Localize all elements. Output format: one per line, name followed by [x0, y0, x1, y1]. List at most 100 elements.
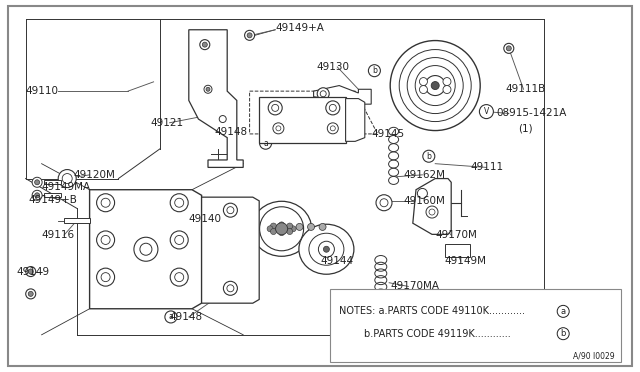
- Circle shape: [423, 150, 435, 162]
- Circle shape: [247, 33, 252, 38]
- Text: 49149: 49149: [16, 267, 49, 276]
- Circle shape: [504, 44, 514, 53]
- Text: 08915-1421A: 08915-1421A: [496, 109, 566, 118]
- Text: 49116: 49116: [42, 230, 75, 240]
- Polygon shape: [346, 99, 365, 141]
- Circle shape: [223, 203, 237, 217]
- Circle shape: [58, 170, 76, 187]
- Circle shape: [319, 241, 334, 257]
- Circle shape: [399, 49, 471, 122]
- Circle shape: [287, 228, 292, 234]
- Circle shape: [278, 222, 285, 228]
- Text: 49140: 49140: [189, 215, 222, 224]
- Circle shape: [35, 180, 40, 185]
- Circle shape: [276, 126, 281, 131]
- Circle shape: [175, 198, 184, 207]
- Circle shape: [330, 105, 336, 111]
- Circle shape: [26, 267, 36, 276]
- Polygon shape: [413, 179, 451, 234]
- Text: 49162M: 49162M: [403, 170, 445, 180]
- Circle shape: [220, 116, 226, 122]
- Text: 49120M: 49120M: [74, 170, 115, 180]
- Circle shape: [200, 40, 210, 49]
- Text: NOTES: a.PARTS CODE 49110K............: NOTES: a.PARTS CODE 49110K............: [339, 307, 525, 316]
- Circle shape: [260, 137, 271, 149]
- Circle shape: [165, 311, 177, 323]
- Text: 49111: 49111: [470, 163, 504, 172]
- Text: 49130: 49130: [317, 62, 350, 72]
- Circle shape: [323, 246, 330, 252]
- Text: 49121: 49121: [150, 118, 184, 128]
- Circle shape: [62, 174, 72, 183]
- Polygon shape: [64, 218, 90, 223]
- Circle shape: [290, 226, 296, 232]
- Text: 49149+B: 49149+B: [29, 195, 77, 205]
- Circle shape: [378, 308, 384, 314]
- Text: a: a: [168, 312, 173, 321]
- Text: 49149MA: 49149MA: [42, 182, 91, 192]
- Ellipse shape: [299, 224, 354, 274]
- Circle shape: [426, 206, 438, 218]
- Circle shape: [407, 58, 463, 113]
- Circle shape: [223, 281, 237, 295]
- Circle shape: [276, 223, 287, 235]
- Circle shape: [268, 101, 282, 115]
- Circle shape: [35, 193, 40, 198]
- Circle shape: [425, 76, 445, 96]
- Circle shape: [330, 126, 335, 131]
- Circle shape: [429, 209, 435, 215]
- Circle shape: [273, 123, 284, 134]
- Circle shape: [101, 235, 110, 244]
- Circle shape: [419, 86, 428, 93]
- Circle shape: [443, 86, 451, 93]
- Circle shape: [278, 230, 285, 236]
- Polygon shape: [44, 180, 61, 184]
- Circle shape: [390, 41, 480, 131]
- Text: 49144: 49144: [320, 256, 353, 266]
- Circle shape: [320, 91, 326, 97]
- Circle shape: [417, 189, 428, 198]
- Text: 49170M: 49170M: [435, 230, 477, 240]
- Circle shape: [479, 105, 493, 119]
- Text: a: a: [561, 307, 566, 316]
- Circle shape: [272, 105, 278, 111]
- Circle shape: [327, 123, 339, 134]
- Circle shape: [97, 231, 115, 249]
- Text: b: b: [561, 329, 566, 338]
- Circle shape: [97, 194, 115, 212]
- Text: V: V: [484, 107, 489, 116]
- Circle shape: [374, 304, 388, 318]
- Text: b.PARTS CODE 49119K............: b.PARTS CODE 49119K............: [339, 329, 511, 339]
- Circle shape: [26, 289, 36, 299]
- Circle shape: [267, 226, 273, 232]
- Circle shape: [32, 177, 42, 187]
- Polygon shape: [259, 97, 346, 143]
- Circle shape: [326, 101, 340, 115]
- Circle shape: [296, 224, 303, 230]
- Circle shape: [227, 285, 234, 292]
- Text: b: b: [372, 66, 377, 75]
- Polygon shape: [314, 86, 371, 104]
- Circle shape: [260, 207, 303, 251]
- Text: 49148: 49148: [214, 127, 248, 137]
- Polygon shape: [445, 244, 470, 257]
- Circle shape: [308, 224, 314, 230]
- Text: 49110: 49110: [26, 86, 59, 96]
- Circle shape: [415, 65, 455, 106]
- Text: 49170MA: 49170MA: [390, 282, 440, 291]
- Text: 49149+A: 49149+A: [275, 23, 324, 33]
- Text: 49111B: 49111B: [506, 84, 546, 94]
- Circle shape: [97, 268, 115, 286]
- Circle shape: [175, 273, 184, 282]
- Circle shape: [317, 88, 329, 100]
- Circle shape: [271, 223, 276, 229]
- Text: 49148: 49148: [170, 312, 203, 322]
- Circle shape: [206, 87, 210, 91]
- Circle shape: [170, 268, 188, 286]
- Text: b: b: [426, 152, 431, 161]
- Circle shape: [287, 223, 292, 229]
- Circle shape: [227, 207, 234, 214]
- Circle shape: [140, 243, 152, 255]
- Text: a: a: [263, 139, 268, 148]
- Text: (1): (1): [518, 124, 533, 133]
